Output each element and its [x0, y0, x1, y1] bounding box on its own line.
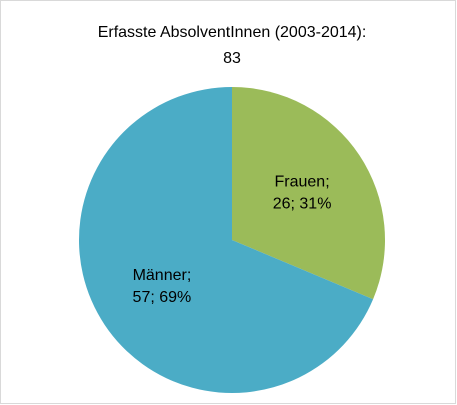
slice-value-label: 26; 31% — [273, 196, 332, 213]
chart-title: Erfasste AbsolventInnen (2003-2014): — [98, 24, 367, 41]
slice-value-label: 57; 69% — [133, 289, 192, 306]
pie-slice — [78, 87, 374, 394]
pie-slice — [232, 87, 385, 300]
slice-category-label: Frauen; — [275, 174, 330, 191]
slice-category-label: Männer; — [133, 267, 192, 284]
chart-subtitle: 83 — [223, 50, 241, 67]
